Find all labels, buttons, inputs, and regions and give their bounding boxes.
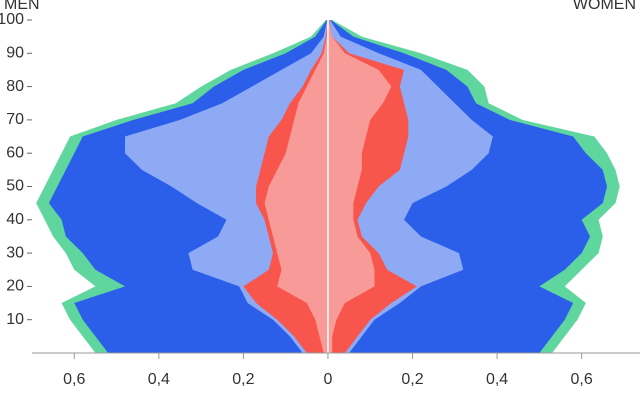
women-label: WOMEN <box>573 0 636 13</box>
y-tick-label: 70 <box>6 111 24 128</box>
x-tick-label: 0,6 <box>63 371 85 388</box>
x-tick-label: 0,2 <box>401 371 423 388</box>
x-tick-label: 0,2 <box>232 371 254 388</box>
men-label: MEN <box>4 0 40 13</box>
x-tick-label: 0,6 <box>571 371 593 388</box>
y-tick-label: 90 <box>6 45 24 62</box>
y-tick-label: 60 <box>6 144 24 161</box>
x-tick-label: 0,4 <box>148 371 170 388</box>
y-tick-label: 50 <box>6 178 24 195</box>
y-tick-label: 80 <box>6 78 24 95</box>
x-tick-label: 0 <box>324 371 333 388</box>
women-area <box>327 19 392 353</box>
x-tick-label: 0,4 <box>486 371 508 388</box>
y-tick-label: 20 <box>6 278 24 295</box>
y-tick-label: 30 <box>6 244 24 261</box>
y-tick-label: 100 <box>0 11 24 28</box>
y-tick-label: 10 <box>6 311 24 328</box>
men-area <box>264 19 328 353</box>
y-tick-label: 40 <box>6 211 24 228</box>
